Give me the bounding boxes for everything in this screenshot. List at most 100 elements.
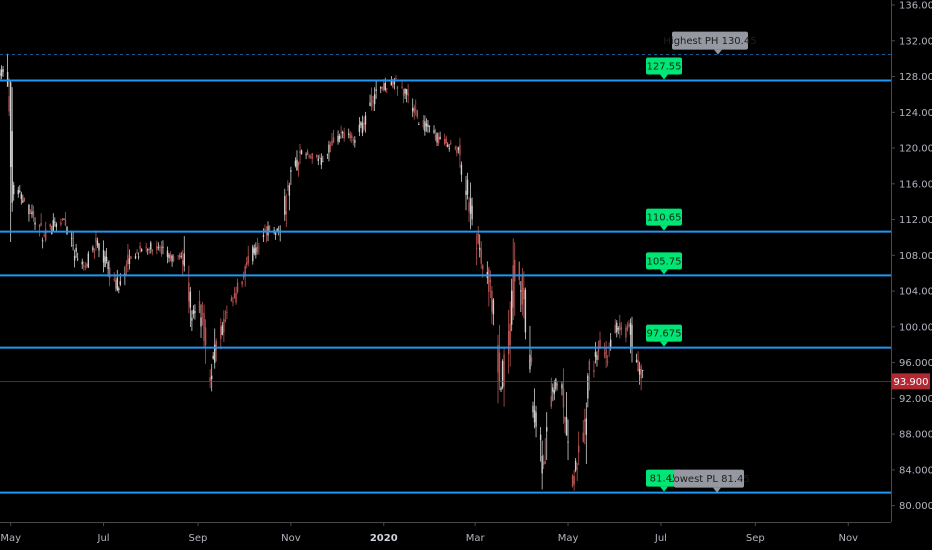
- level-tag-box: [646, 469, 682, 487]
- candle-body: [233, 293, 236, 298]
- candle: [466, 172, 469, 200]
- candle-body: [188, 282, 190, 302]
- candle-body: [22, 200, 24, 203]
- candle: [628, 320, 630, 328]
- candle-body: [428, 126, 431, 128]
- level-tag[interactable]: 110.65: [646, 208, 682, 231]
- candle: [309, 154, 312, 159]
- candle: [136, 248, 138, 255]
- candle: [189, 287, 192, 327]
- level-tag-pointer: [660, 269, 668, 275]
- candle-body: [539, 434, 542, 441]
- candle: [477, 225, 479, 245]
- candle: [220, 318, 222, 350]
- candle-body: [84, 266, 86, 268]
- candle-body: [192, 309, 195, 315]
- current-price-badge[interactable]: 93.900: [892, 373, 930, 390]
- candle-body: [439, 136, 441, 140]
- candle-body: [460, 164, 463, 175]
- candle: [450, 139, 452, 146]
- level-tag[interactable]: 97.675: [646, 324, 682, 347]
- candle-body: [128, 258, 131, 265]
- candle: [340, 125, 342, 139]
- candle-body: [596, 355, 598, 360]
- plot-background[interactable]: [0, 0, 891, 522]
- candle-body: [479, 247, 481, 250]
- candle-body: [178, 254, 181, 259]
- candle-body: [553, 390, 556, 394]
- candle: [264, 224, 266, 232]
- candle: [510, 278, 513, 332]
- candle-body: [415, 109, 417, 111]
- level-tag[interactable]: 81.45: [646, 469, 682, 492]
- price-axis[interactable]: 136.000 132.000 128.000 124.000 120.000 116.0…: [891, 0, 932, 522]
- candle-body: [31, 211, 33, 215]
- candle: [565, 392, 568, 436]
- candle-body: [603, 352, 606, 354]
- candle: [635, 353, 638, 363]
- candle: [212, 351, 214, 360]
- candle: [171, 254, 173, 267]
- candle: [258, 242, 260, 255]
- candle: [75, 243, 77, 258]
- candle-body: [166, 250, 169, 257]
- candle: [574, 457, 577, 473]
- candle: [127, 244, 129, 273]
- candle-body: [38, 224, 41, 228]
- candle: [620, 321, 623, 336]
- candle-body: [576, 467, 578, 469]
- candle: [422, 115, 425, 130]
- candle: [49, 223, 51, 230]
- candle: [454, 145, 457, 151]
- candle-body: [587, 375, 589, 399]
- candle: [370, 87, 373, 111]
- candle-body: [247, 255, 249, 264]
- candle: [54, 217, 56, 227]
- lowest-pl-tag-box: [674, 469, 744, 488]
- candle: [294, 157, 297, 168]
- level-tags-layer: 127.55 110.65 105.75 97.675 81.45 Highest PH …: [646, 31, 757, 493]
- plot-area[interactable]: [0, 0, 891, 522]
- candle: [60, 218, 62, 227]
- candle-body: [274, 233, 277, 235]
- candle-body: [98, 243, 100, 251]
- candle-body: [232, 301, 234, 303]
- level-tag[interactable]: 127.55: [646, 57, 682, 80]
- candle: [113, 272, 115, 282]
- candle: [34, 217, 36, 231]
- candle-body: [381, 87, 383, 89]
- candle-body: [413, 107, 415, 113]
- candle: [322, 155, 324, 163]
- candle-body: [60, 222, 62, 225]
- candle-body: [518, 262, 521, 280]
- time-axis[interactable]: May Jul Sep Nov 2020 Mar May Jul Sep Nov: [0, 522, 891, 544]
- candle-body: [204, 327, 207, 346]
- candle: [424, 115, 426, 136]
- highest-ph-tag[interactable]: Highest PH 130.45: [663, 31, 757, 55]
- candle: [375, 81, 377, 99]
- candle: [443, 133, 446, 146]
- candle-body: [311, 153, 313, 159]
- candle-body: [619, 323, 621, 331]
- candle-body: [497, 345, 499, 373]
- candle-body: [562, 388, 565, 408]
- candle-body: [115, 279, 117, 289]
- candle-body: [546, 427, 548, 432]
- level-tag[interactable]: 105.75: [646, 252, 682, 275]
- candle: [160, 240, 163, 257]
- candle: [427, 120, 429, 133]
- candle: [507, 309, 510, 374]
- candle-body: [28, 204, 30, 215]
- candle-body: [41, 240, 44, 242]
- candle-body: [512, 265, 514, 308]
- lowest-pl-tag[interactable]: Lowest PL 81.45: [668, 469, 750, 493]
- candle-body: [457, 147, 460, 151]
- candle-body: [641, 370, 644, 372]
- candle: [395, 75, 397, 80]
- candle: [637, 351, 639, 372]
- candle-body: [582, 432, 584, 442]
- candle: [501, 359, 504, 390]
- candle: [509, 301, 511, 367]
